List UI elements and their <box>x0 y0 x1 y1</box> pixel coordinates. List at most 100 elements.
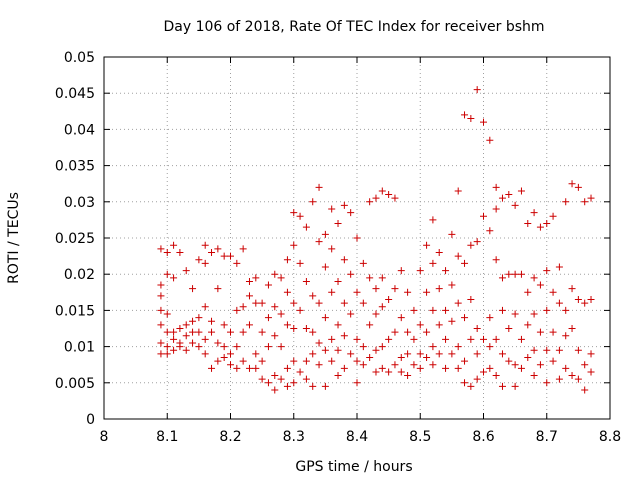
data-point <box>498 274 506 282</box>
data-point <box>340 332 348 340</box>
data-point <box>530 346 538 354</box>
data-point <box>189 339 197 347</box>
data-point <box>321 230 329 238</box>
data-point <box>543 267 551 275</box>
data-point <box>581 386 589 394</box>
x-axis-label: GPS time / hours <box>295 459 412 475</box>
y-tick-label: 0.03 <box>64 195 95 211</box>
data-point <box>416 364 424 372</box>
data-point <box>258 299 266 307</box>
data-point <box>524 288 532 296</box>
data-point <box>334 220 342 228</box>
data-point <box>517 187 525 195</box>
data-point <box>334 321 342 329</box>
data-point <box>517 335 525 343</box>
data-point <box>473 350 481 358</box>
data-point <box>347 350 355 358</box>
data-point <box>562 364 570 372</box>
data-point <box>239 357 247 365</box>
data-point <box>170 335 178 343</box>
data-point <box>309 350 317 358</box>
data-point <box>549 288 557 296</box>
data-point <box>385 368 393 376</box>
data-point <box>296 212 304 220</box>
data-point <box>176 343 184 351</box>
data-point <box>454 252 462 260</box>
data-point <box>296 368 304 376</box>
data-point <box>543 306 551 314</box>
data-point <box>220 343 228 351</box>
data-point <box>366 198 374 206</box>
data-point <box>157 281 165 289</box>
data-point <box>359 361 367 369</box>
data-point <box>271 303 279 311</box>
data-point <box>233 364 241 372</box>
data-point <box>227 361 234 369</box>
data-point <box>277 310 285 318</box>
data-point <box>581 198 589 206</box>
data-point <box>315 361 323 369</box>
data-point <box>442 267 450 275</box>
x-tick-label: 8.6 <box>472 429 494 445</box>
data-point <box>220 252 228 260</box>
data-point <box>467 296 475 304</box>
data-point <box>163 328 171 336</box>
data-point <box>391 285 399 293</box>
data-point <box>543 220 551 228</box>
data-point <box>245 321 253 329</box>
data-point <box>290 299 298 307</box>
x-tick-label: 8.4 <box>346 429 368 445</box>
data-point <box>391 361 399 369</box>
data-point <box>454 343 462 351</box>
data-point <box>480 212 487 220</box>
data-point <box>189 317 197 325</box>
data-point <box>258 328 266 336</box>
data-point <box>353 288 361 296</box>
data-point <box>416 321 424 329</box>
data-point <box>239 245 247 253</box>
data-point <box>543 346 551 354</box>
data-point <box>549 357 557 365</box>
data-point <box>264 314 272 322</box>
data-point <box>220 353 228 361</box>
data-point <box>302 357 310 365</box>
data-point <box>549 212 557 220</box>
data-point <box>321 314 329 322</box>
data-point <box>511 361 519 369</box>
data-point <box>416 267 424 275</box>
data-point <box>239 303 247 311</box>
data-point <box>321 382 329 390</box>
data-point <box>555 299 563 307</box>
data-point <box>290 241 298 249</box>
data-point <box>467 382 475 390</box>
data-point <box>328 357 336 365</box>
data-point <box>245 292 253 300</box>
data-point <box>486 364 494 372</box>
data-point <box>372 368 380 376</box>
data-point <box>429 216 437 224</box>
data-point <box>492 256 500 264</box>
data-point <box>189 285 197 293</box>
y-tick-label: 0.04 <box>64 122 95 138</box>
data-point <box>536 328 544 336</box>
data-point <box>195 256 203 264</box>
data-point <box>302 375 310 383</box>
x-tick-label: 8.3 <box>283 429 305 445</box>
data-point <box>429 306 437 314</box>
y-tick-label: 0.02 <box>64 267 95 283</box>
data-point <box>195 328 203 336</box>
data-point <box>208 364 216 372</box>
data-point <box>182 332 190 340</box>
data-point <box>461 259 469 267</box>
data-point <box>574 296 582 304</box>
data-point <box>296 259 304 267</box>
data-point <box>309 382 317 390</box>
data-point <box>189 328 197 336</box>
data-point <box>372 310 380 318</box>
data-point <box>163 343 171 351</box>
data-point <box>321 346 329 354</box>
x-tick-label: 8.2 <box>219 429 241 445</box>
data-point <box>302 223 310 231</box>
data-point <box>233 343 241 351</box>
